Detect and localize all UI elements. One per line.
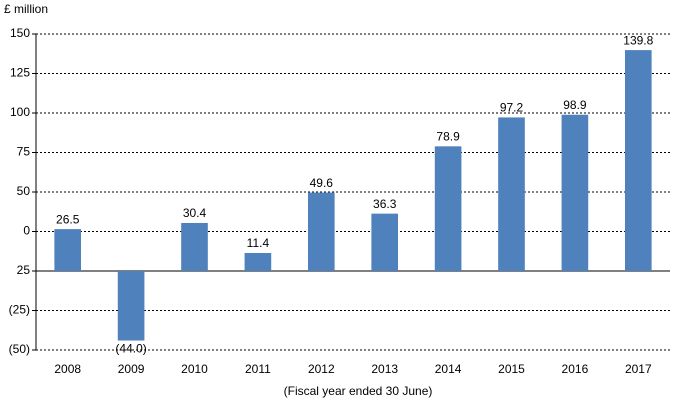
x-tick-label: 2014	[435, 362, 462, 376]
x-axis-title: (Fiscal year ended 30 June)	[284, 384, 433, 398]
y-tick-label: 75	[17, 145, 31, 159]
value-label: 98.9	[563, 98, 587, 112]
bar	[117, 271, 145, 341]
value-label: 26.5	[56, 212, 80, 226]
bar	[434, 146, 462, 271]
bar	[307, 192, 335, 271]
x-tick-label: 2011	[245, 362, 271, 376]
bar	[624, 50, 652, 272]
value-label: 36.3	[373, 197, 397, 211]
x-tick-label: 2013	[371, 362, 398, 376]
x-tick-label: 2010	[181, 362, 208, 376]
value-label: (44.0)	[115, 342, 146, 356]
bar	[498, 117, 525, 271]
bar	[561, 114, 589, 271]
y-tick-label: 50	[17, 184, 31, 198]
y-tick-label: 150	[10, 26, 30, 40]
x-tick-label: 2008	[54, 362, 81, 376]
y-tick-label: 25	[17, 263, 31, 277]
value-label: 78.9	[436, 130, 460, 144]
value-label: 11.4	[247, 236, 270, 250]
value-label: 97.2	[500, 101, 524, 115]
x-tick-label: 2009	[118, 362, 145, 376]
x-tick-label: 2012	[308, 362, 335, 376]
value-label: 30.4	[183, 206, 207, 220]
bar	[181, 222, 208, 271]
y-tick-label: 100	[10, 105, 30, 119]
x-tick-label: 2016	[562, 362, 589, 376]
value-label: 49.6	[310, 176, 334, 190]
y-tick-label: (50)	[9, 342, 30, 356]
bar	[244, 252, 272, 271]
y-tick-label: 0	[23, 224, 30, 238]
bar	[54, 229, 82, 271]
y-unit-label: £ million	[4, 2, 48, 16]
value-label: 139.8	[623, 33, 653, 47]
y-tick-label: (25)	[9, 303, 30, 317]
bar	[371, 213, 399, 271]
x-tick-label: 2015	[498, 362, 525, 376]
y-tick-label: 125	[10, 66, 30, 80]
x-tick-label: 2017	[625, 362, 652, 376]
